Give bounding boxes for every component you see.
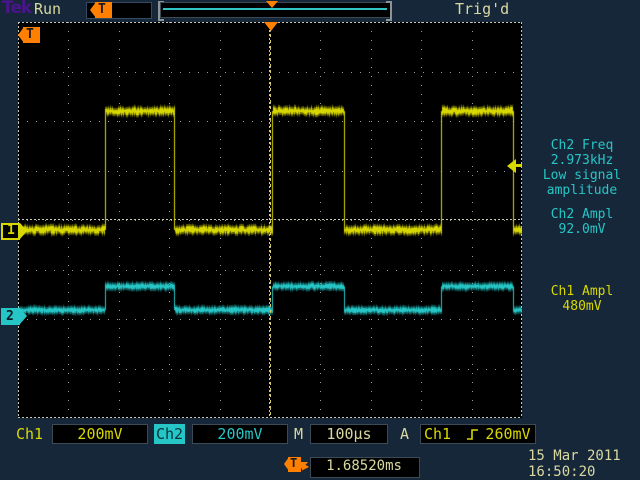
graticule-trigger-badge[interactable]: T — [18, 27, 40, 43]
measurement-value: 92.0mV — [524, 222, 640, 237]
date-label: 15 Mar 2011 — [528, 448, 638, 464]
timebase-value: 100µs — [310, 424, 388, 444]
measurement-warning-line1: Low signal — [524, 168, 640, 183]
channel-2-scale-value: 200mV — [192, 424, 288, 444]
bottom-status-bar: Ch1 200mV Ch2 200mV M 100µs A Ch1 260mV — [0, 424, 640, 446]
measurement-readout-panel: Ch2 Freq 2.973kHz Low signal amplitude C… — [524, 22, 640, 418]
trigger-position-triangle-icon — [266, 1, 278, 8]
measurement-warning-line2: amplitude — [524, 183, 640, 198]
trigger-badge-label: T — [98, 2, 106, 18]
tek-logo: Tek — [2, 0, 31, 18]
record-length-indicator-line — [163, 8, 387, 10]
channel-2-marker-point-icon — [20, 308, 27, 324]
channel-1-scale-value: 200mV — [52, 424, 148, 444]
trigger-badge-label: T — [26, 27, 34, 43]
record-length-bracket-right — [386, 1, 392, 21]
trigger-position-badge[interactable]: T — [90, 2, 112, 18]
trigger-channel-value: Ch1 — [424, 424, 464, 444]
top-status-bar: Tek Run Trig'd T — [0, 0, 640, 18]
timebase-label: M — [294, 424, 303, 444]
measurement-ch2-ampl[interactable]: Ch2 Ampl 92.0mV — [524, 207, 640, 237]
measurement-ch1-ampl[interactable]: Ch1 Ampl 480mV — [524, 284, 640, 314]
rising-edge-icon — [466, 428, 479, 441]
channel-2-reference-marker[interactable]: 2 — [1, 308, 27, 325]
position-triangle-icon — [296, 462, 308, 469]
measurement-label: Ch2 Freq — [524, 138, 640, 153]
channel-2-label[interactable]: Ch2 — [154, 424, 185, 444]
measurement-label: Ch2 Ampl — [524, 207, 640, 222]
measurement-ch2-freq[interactable]: Ch2 Freq 2.973kHz Low signal amplitude — [524, 138, 640, 198]
acquisition-state-label[interactable]: Run — [34, 0, 61, 18]
trigger-level-arrow-tail — [516, 164, 522, 167]
trigger-position-marker-icon[interactable] — [264, 22, 278, 31]
channel-1-reference-marker[interactable]: 1 — [1, 223, 27, 240]
measurement-value: 2.973kHz — [524, 153, 640, 168]
trigger-state-label: Trig'd — [455, 0, 509, 18]
time-label: 16:50:20 — [528, 464, 638, 480]
horizontal-position-value: 1.68520ms — [310, 457, 418, 476]
measurement-value: 480mV — [524, 299, 640, 314]
channel-1-marker-point-icon — [20, 223, 27, 239]
channel-2-marker-label: 2 — [6, 308, 14, 325]
trigger-source-label: A — [400, 424, 409, 444]
channel-1-marker-label: 1 — [7, 222, 15, 239]
channel-1-label[interactable]: Ch1 — [16, 424, 43, 444]
trigger-position-line — [270, 22, 271, 418]
trigger-level-value: 260mV — [482, 424, 534, 444]
trigger-level-arrow-icon[interactable] — [507, 159, 516, 173]
date-time-display: 15 Mar 2011 16:50:20 — [528, 448, 638, 480]
measurement-label: Ch1 Ampl — [524, 284, 640, 299]
oscilloscope-screen: Tek Run Trig'd T T 1 2 — [0, 0, 640, 480]
